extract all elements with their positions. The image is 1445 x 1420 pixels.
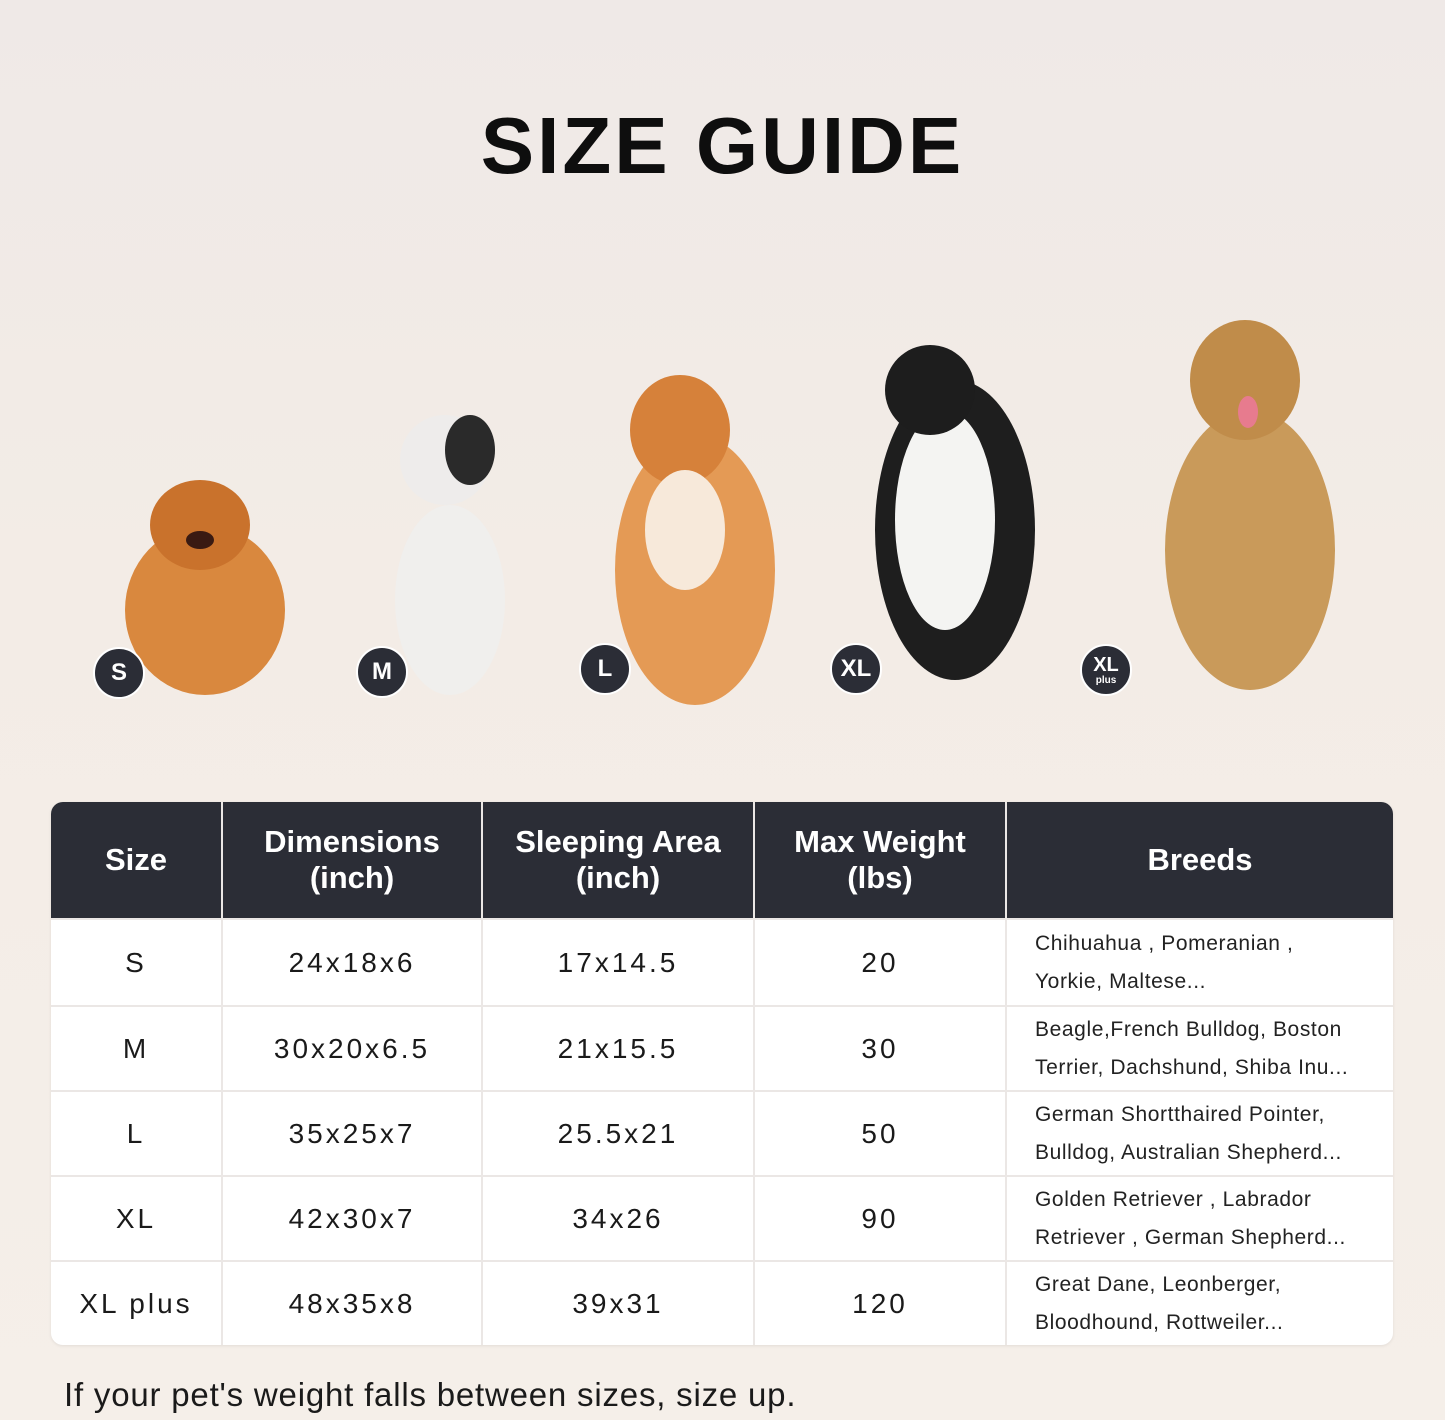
breeds-cell: Great Dane, Leonberger, Bloodhound, Rott… <box>1007 1262 1393 1345</box>
badge-label: XL <box>840 655 872 682</box>
table-cell: 39x31 <box>483 1262 753 1345</box>
border-collie-image <box>875 345 1035 680</box>
table-cell: 25.5x21 <box>483 1092 753 1175</box>
golden-retriever-image <box>1165 320 1335 690</box>
column-header: Sleeping Area (inch) <box>483 802 753 918</box>
pomeranian-image <box>125 480 285 695</box>
french-bulldog-image <box>395 415 505 695</box>
table-cell: XL plus <box>51 1262 221 1345</box>
table-cell: 17x14.5 <box>483 920 753 1005</box>
badge-label: M <box>372 658 392 685</box>
badge-label: S <box>110 659 127 686</box>
size-badge-l: L <box>579 643 631 695</box>
size-note: If your pet's weight falls between sizes… <box>64 1376 797 1413</box>
size-badge-s: S <box>93 647 145 699</box>
size-badge-m: M <box>356 646 408 698</box>
size-table: Size Dimensions (inch) Sleeping Area (inch… <box>51 802 1393 1345</box>
column-header: Breeds <box>1007 802 1393 918</box>
breeds-cell: Chihuahua , Pomeranian , Yorkie, Maltese… <box>1007 920 1393 1005</box>
table-cell: 20 <box>755 920 1005 1005</box>
column-header: Size <box>51 802 221 918</box>
breeds-cell: Golden Retriever , Labrador Retriever , … <box>1007 1177 1393 1260</box>
table-cell: M <box>51 1007 221 1090</box>
column-header: Dimensions (inch) <box>223 802 481 918</box>
breeds-cell: Beagle,French Bulldog, Boston Terrier, D… <box>1007 1007 1393 1090</box>
size-badge-xl: XL <box>830 643 882 695</box>
table-cell: 21x15.5 <box>483 1007 753 1090</box>
column-header: Max Weight (lbs) <box>755 802 1005 918</box>
table-cell: 30 <box>755 1007 1005 1090</box>
table-cell: 35x25x7 <box>223 1092 481 1175</box>
badge-sublabel: plus <box>1095 675 1117 686</box>
table-cell: 30x20x6.5 <box>223 1007 481 1090</box>
table-cell: 42x30x7 <box>223 1177 481 1260</box>
table-cell: 34x26 <box>483 1177 753 1260</box>
table-cell: L <box>51 1092 221 1175</box>
table-cell: XL <box>51 1177 221 1260</box>
dog-photos <box>125 320 1335 705</box>
table-cell: 24x18x6 <box>223 920 481 1005</box>
breeds-cell: German Shortthaired Pointer, Bulldog, Au… <box>1007 1092 1393 1175</box>
table-cell: 120 <box>755 1262 1005 1345</box>
badge-label: L <box>597 655 613 682</box>
table-cell: 50 <box>755 1092 1005 1175</box>
badge-label: XL <box>1093 654 1119 676</box>
table-cell: S <box>51 920 221 1005</box>
shiba-inu-image <box>615 375 775 705</box>
size-badge-xl-plus: XL plus <box>1080 644 1132 696</box>
table-cell: 90 <box>755 1177 1005 1260</box>
page-title: SIZE GUIDE <box>480 101 965 190</box>
table-cell: 48x35x8 <box>223 1262 481 1345</box>
